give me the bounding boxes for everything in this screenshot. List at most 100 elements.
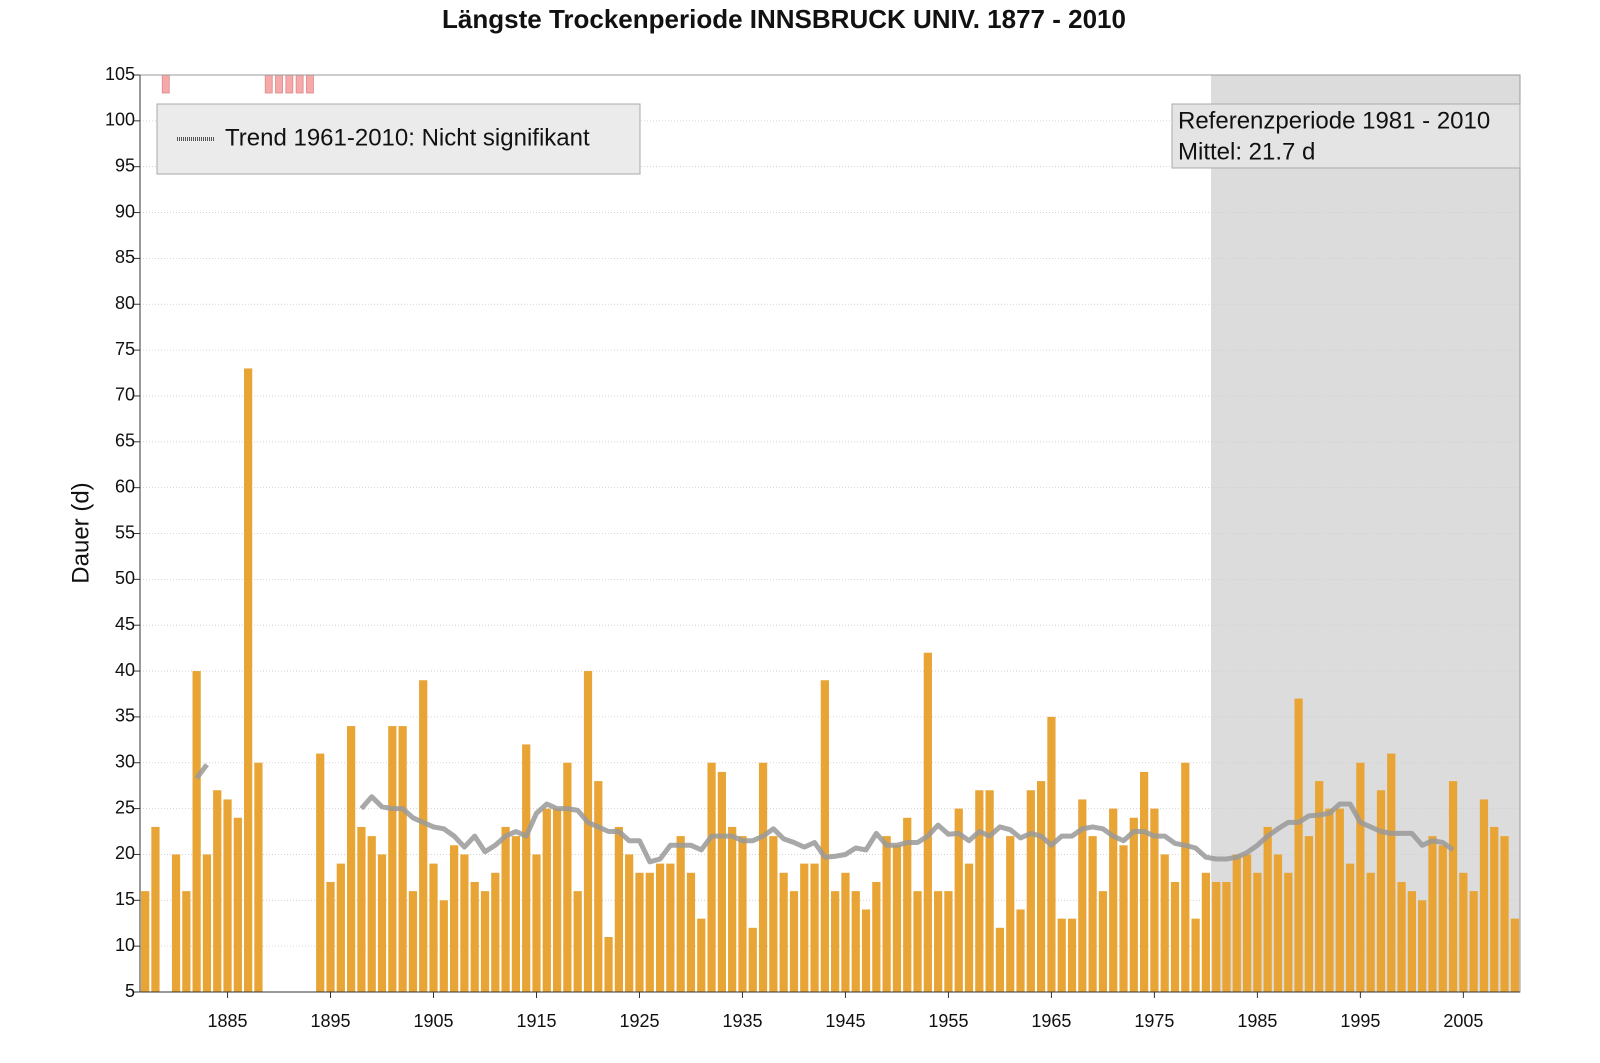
bar bbox=[1026, 790, 1035, 992]
y-tick-label: 10 bbox=[115, 935, 135, 955]
y-tick-label: 100 bbox=[105, 110, 135, 130]
bar bbox=[480, 891, 490, 992]
missing-marker bbox=[285, 74, 294, 94]
bar bbox=[254, 762, 263, 992]
x-tick-label: 1915 bbox=[516, 1011, 556, 1031]
bar bbox=[1047, 716, 1056, 992]
bar bbox=[141, 891, 150, 992]
legend-label: Trend 1961-2010: Nicht signifikant bbox=[225, 124, 590, 151]
bar bbox=[913, 891, 922, 992]
x-tick-label: 1965 bbox=[1031, 1011, 1071, 1031]
y-tick-label: 95 bbox=[115, 155, 135, 175]
bar bbox=[758, 762, 768, 992]
bar bbox=[1500, 836, 1509, 992]
bar bbox=[552, 808, 562, 992]
bar bbox=[182, 891, 191, 992]
bar bbox=[1397, 881, 1406, 992]
bar bbox=[1232, 854, 1241, 992]
x-tick-label: 2005 bbox=[1443, 1011, 1483, 1031]
legend-box bbox=[156, 103, 641, 175]
bar bbox=[1191, 918, 1200, 992]
bar bbox=[1356, 762, 1365, 992]
bar bbox=[728, 826, 737, 992]
bar bbox=[1119, 845, 1128, 992]
bar bbox=[244, 368, 253, 992]
bar bbox=[233, 817, 242, 992]
bar bbox=[1273, 854, 1283, 992]
x-tick-label: 1925 bbox=[619, 1011, 659, 1031]
bar bbox=[1253, 872, 1262, 992]
bar bbox=[748, 927, 757, 992]
bar bbox=[779, 872, 788, 992]
bar bbox=[594, 781, 603, 992]
bar bbox=[1438, 845, 1447, 992]
bar bbox=[1016, 909, 1025, 992]
bar bbox=[923, 652, 932, 992]
bar bbox=[1469, 891, 1478, 992]
x-tick-label: 1935 bbox=[722, 1011, 762, 1031]
bar bbox=[645, 872, 654, 992]
bar bbox=[1490, 826, 1499, 992]
reference-period bbox=[1211, 75, 1520, 992]
bar bbox=[408, 891, 418, 992]
y-axis-label: Dauer (d) bbox=[67, 482, 94, 583]
bar bbox=[522, 744, 531, 992]
bar bbox=[1376, 790, 1386, 992]
y-tick-label: 105 bbox=[105, 64, 135, 84]
bar bbox=[213, 790, 222, 992]
reference-label: Referenzperiode 1981 - 2010 bbox=[1178, 107, 1490, 134]
y-tick-label: 70 bbox=[115, 385, 135, 405]
bar bbox=[1459, 872, 1468, 992]
bar bbox=[604, 936, 613, 992]
bar bbox=[583, 671, 593, 992]
bar bbox=[666, 863, 675, 992]
y-tick-label: 5 bbox=[125, 981, 135, 1001]
chart-title: Längste Trockenperiode INNSBRUCK UNIV. 1… bbox=[442, 4, 1126, 34]
bar bbox=[892, 845, 902, 992]
y-tick-label: 65 bbox=[115, 431, 135, 451]
bar bbox=[491, 872, 500, 992]
bar bbox=[1212, 881, 1221, 992]
bar bbox=[1284, 872, 1293, 992]
bar bbox=[810, 863, 819, 992]
bar bbox=[964, 863, 974, 992]
bar bbox=[1160, 854, 1169, 992]
bar bbox=[1325, 808, 1334, 992]
bar bbox=[347, 726, 356, 992]
x-tick-label: 1885 bbox=[208, 1011, 248, 1031]
bar bbox=[449, 845, 459, 992]
x-tick-label: 1995 bbox=[1340, 1011, 1380, 1031]
y-tick-label: 15 bbox=[115, 889, 135, 909]
bar bbox=[1037, 781, 1046, 992]
bar bbox=[934, 891, 943, 992]
y-tick-label: 20 bbox=[115, 843, 135, 863]
bar bbox=[202, 854, 212, 992]
bar bbox=[1448, 781, 1458, 992]
bar bbox=[995, 927, 1005, 992]
bar bbox=[429, 863, 438, 992]
reference-mean: Mittel: 21.7 d bbox=[1178, 138, 1315, 165]
missing-marker bbox=[295, 74, 304, 94]
bar bbox=[1294, 698, 1303, 992]
bar bbox=[1088, 836, 1097, 992]
bar bbox=[861, 909, 871, 992]
bar bbox=[1387, 753, 1396, 992]
bar bbox=[1479, 799, 1489, 992]
x-tick-label: 1895 bbox=[310, 1011, 350, 1031]
bar bbox=[1366, 872, 1375, 992]
bar bbox=[1078, 799, 1087, 992]
bar bbox=[1170, 881, 1180, 992]
bar bbox=[532, 854, 541, 992]
bar bbox=[676, 836, 685, 992]
bar bbox=[985, 790, 994, 992]
bar bbox=[831, 891, 840, 992]
bar bbox=[316, 753, 325, 992]
bar bbox=[1407, 891, 1416, 992]
x-tick-label: 1905 bbox=[413, 1011, 453, 1031]
bar bbox=[841, 872, 850, 992]
bar bbox=[1067, 918, 1077, 992]
bar bbox=[944, 891, 953, 992]
bar bbox=[460, 854, 469, 992]
bar bbox=[1263, 826, 1272, 992]
